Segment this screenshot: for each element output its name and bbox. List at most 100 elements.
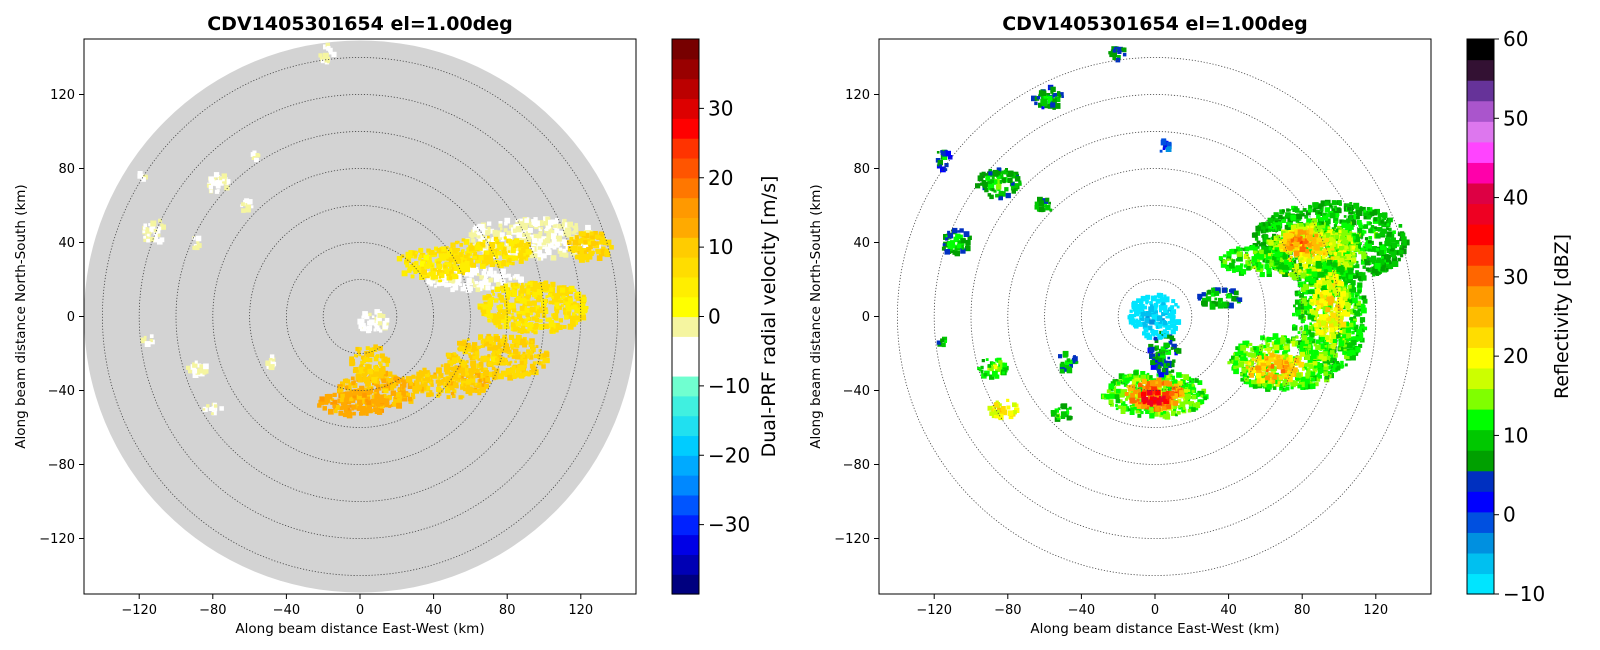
echo-cell [487, 226, 491, 231]
echo-cell [250, 205, 254, 209]
echo-cell [1314, 382, 1319, 387]
echo-cell [1358, 250, 1362, 255]
colorbar-tick-label: 20 [708, 166, 733, 190]
echo-cell [382, 405, 385, 409]
echo-cell [1322, 255, 1326, 260]
echo-cell [1364, 237, 1369, 241]
echo-cell [464, 264, 470, 270]
colorbar-segment [672, 296, 699, 318]
echo-cell [446, 352, 452, 358]
echo-cell [1235, 352, 1239, 356]
echo-cell [1323, 371, 1328, 376]
echo-cell [1328, 285, 1334, 290]
echo-cell [565, 245, 570, 250]
echo-region [250, 150, 261, 163]
echo-cell [483, 301, 488, 306]
echo-cell [543, 281, 547, 285]
echo-cell [474, 372, 481, 378]
echo-cell [1341, 292, 1346, 297]
echo-cell [373, 344, 378, 349]
echo-cell [370, 398, 376, 404]
echo-cell [579, 309, 586, 315]
echo-cell [485, 377, 490, 382]
echo-cell [429, 392, 434, 397]
echo-cell [1255, 225, 1261, 232]
echo-cell [490, 296, 495, 300]
echo-cell [575, 291, 582, 298]
echo-cell [1385, 260, 1390, 265]
echo-cell [396, 402, 402, 409]
echo-cell [1287, 257, 1293, 263]
echo-cell [1342, 334, 1347, 339]
echo-cell [148, 236, 154, 242]
echo-cell [1390, 237, 1396, 243]
echo-cell [1276, 337, 1283, 344]
echo-cell [342, 402, 347, 407]
echo-cell [481, 260, 486, 264]
echo-cell [526, 236, 532, 242]
echo-cell [1273, 344, 1280, 351]
echo-cell [596, 255, 603, 261]
echo-cell [507, 235, 513, 241]
echo-cell [572, 225, 576, 229]
echo-cell [401, 376, 405, 380]
echo-cell [605, 248, 609, 253]
echo-cell [1329, 327, 1335, 333]
echo-cell [1240, 377, 1245, 382]
echo-cell [1304, 362, 1309, 367]
echo-cell [1319, 375, 1322, 378]
echo-cell [1264, 381, 1268, 384]
echo-cell [1247, 352, 1253, 358]
echo-cell [577, 246, 583, 251]
echo-cell [550, 255, 557, 261]
echo-region [317, 388, 392, 419]
echo-cell [424, 375, 430, 382]
echo-cell [1325, 307, 1331, 313]
colorbar-segment [672, 138, 699, 159]
x-tick-label: −120 [121, 603, 157, 618]
echo-cell [524, 353, 530, 359]
echo-cell [1304, 339, 1309, 344]
echo-cell [1349, 265, 1354, 271]
echo-cell [1298, 305, 1304, 312]
echo-cell [491, 250, 496, 255]
echo-cell [1314, 287, 1317, 290]
echo-cell [1268, 365, 1271, 369]
echo-cell [1303, 328, 1308, 332]
echo-cell [1317, 363, 1323, 368]
echo-cell [521, 310, 527, 316]
echo-cell [1297, 385, 1301, 388]
echo-cell [334, 404, 340, 410]
echo-cell [375, 402, 381, 407]
x-tick-label: −80 [199, 603, 226, 618]
echo-cell [1354, 247, 1359, 252]
echo-cell [379, 329, 383, 333]
echo-cell [1386, 227, 1389, 231]
echo-cell [196, 240, 199, 244]
echo-cell [451, 253, 455, 256]
echo-cell [471, 238, 476, 243]
echo-cell [1342, 328, 1346, 333]
echo-cell [558, 324, 562, 328]
echo-cell [393, 377, 397, 381]
echo-cell [1290, 381, 1296, 387]
echo-cell [502, 334, 507, 340]
echo-cell [489, 228, 495, 234]
echo-cell [160, 238, 164, 241]
echo-cell [157, 239, 163, 245]
echo-cell [466, 248, 470, 252]
echo-cell [498, 262, 504, 269]
echo-cell [562, 292, 567, 296]
echo-cell [1286, 339, 1291, 344]
echo-cell [560, 304, 564, 308]
echo-cell [1314, 226, 1321, 232]
echo-cell [465, 283, 470, 289]
echo-cell [1365, 267, 1370, 272]
echo-cell [1302, 305, 1309, 312]
echo-cell [475, 287, 481, 293]
echo-cell [478, 378, 483, 383]
echo-cell [1317, 284, 1322, 289]
echo-region [441, 235, 533, 269]
echo-cell [153, 230, 157, 234]
